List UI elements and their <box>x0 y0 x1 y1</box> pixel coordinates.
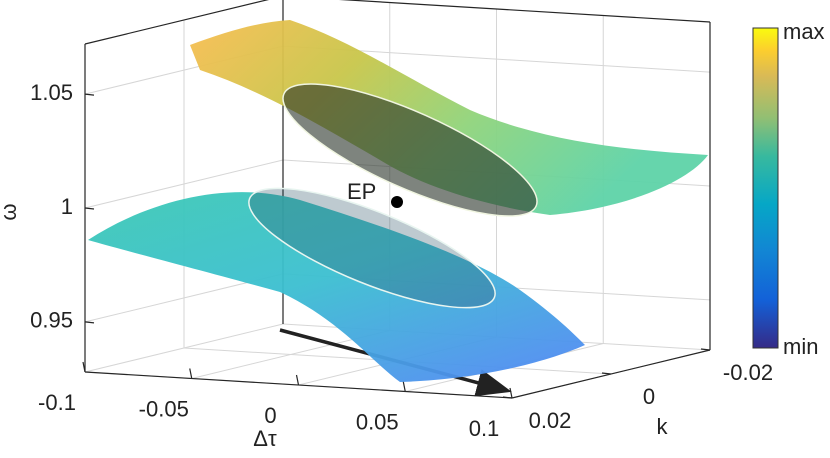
colorbar <box>752 27 779 349</box>
y-tick-label: 0 <box>643 384 655 409</box>
y-tick-label: 0.02 <box>529 408 572 433</box>
z-tick-label: 0.95 <box>30 308 73 333</box>
x-tick-label: 0.05 <box>356 409 399 434</box>
upper-ellipse <box>282 83 538 217</box>
z-tick-label: 1.05 <box>30 80 73 105</box>
z-tick <box>84 207 95 210</box>
colorbar-label: min <box>783 334 818 359</box>
x-tick-label: 0 <box>264 403 276 428</box>
y-tick <box>601 372 612 375</box>
colorbar-label: max <box>783 19 825 44</box>
x-tick-label: 0.1 <box>469 416 500 441</box>
y-axis-label: k <box>657 414 669 439</box>
z-tick-label: 1 <box>61 194 73 219</box>
ep-label: EP <box>347 179 376 204</box>
axis-line <box>84 0 270 45</box>
z-tick <box>84 321 95 324</box>
z-tick <box>84 93 95 96</box>
x-tick <box>82 361 86 373</box>
x-tick-label: -0.1 <box>38 390 76 415</box>
x-tick <box>295 374 300 386</box>
y-tick <box>502 396 513 399</box>
y-tick-label: -0.02 <box>723 360 773 385</box>
x-tick-label: -0.05 <box>139 396 189 421</box>
lower-ellipse <box>248 187 496 309</box>
x-tick <box>509 387 513 399</box>
lower-surface <box>88 192 585 382</box>
x-tick <box>402 381 406 392</box>
y-tick <box>700 348 711 351</box>
z-axis-label: ω <box>0 203 21 220</box>
grid-line <box>84 159 284 209</box>
upper-surface <box>190 20 708 215</box>
ep-point <box>391 196 403 208</box>
x-tick <box>189 368 193 379</box>
x-axis-label: Δτ <box>253 426 277 451</box>
axis-line <box>338 0 711 23</box>
